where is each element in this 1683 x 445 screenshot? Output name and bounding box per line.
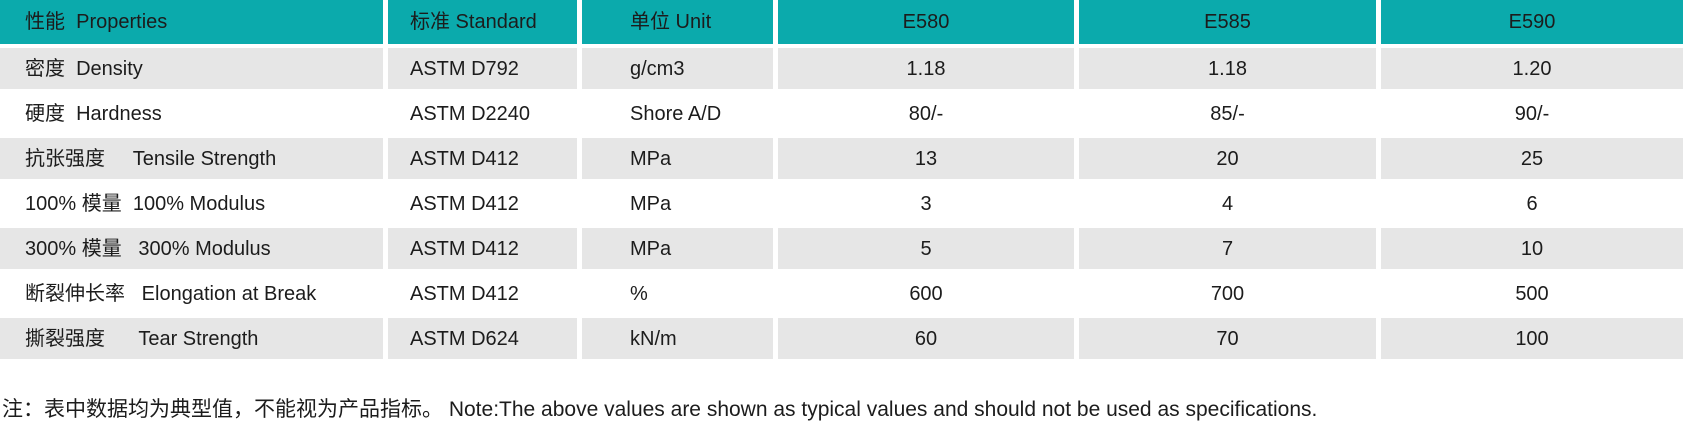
cell-e585: 1.18 xyxy=(1079,48,1376,89)
cell-standard: ASTM D624 xyxy=(388,318,577,359)
cell-property: 硬度 Hardness xyxy=(0,93,383,134)
cell-unit: MPa xyxy=(582,228,773,269)
cell-standard: ASTM D412 xyxy=(388,273,577,314)
column-header-e585: E585 xyxy=(1079,0,1376,44)
cell-e580: 1.18 xyxy=(778,48,1074,89)
cell-unit: MPa xyxy=(582,138,773,179)
cell-property: 断裂伸长率 Elongation at Break xyxy=(0,273,383,314)
cell-e580: 5 xyxy=(778,228,1074,269)
cell-property: 300% 模量 300% Modulus xyxy=(0,228,383,269)
column-header-standard: 标准 Standard xyxy=(388,0,577,44)
cell-e585: 700 xyxy=(1079,273,1376,314)
cell-standard: ASTM D412 xyxy=(388,183,577,224)
cell-property: 100% 模量 100% Modulus xyxy=(0,183,383,224)
cell-property: 撕裂强度 Tear Strength xyxy=(0,318,383,359)
column-header-e580: E580 xyxy=(778,0,1074,44)
column-header-e590: E590 xyxy=(1381,0,1683,44)
cell-unit: % xyxy=(582,273,773,314)
cell-e590: 10 xyxy=(1381,228,1683,269)
cell-e590: 6 xyxy=(1381,183,1683,224)
cell-e590: 1.20 xyxy=(1381,48,1683,89)
cell-standard: ASTM D412 xyxy=(388,138,577,179)
cell-unit: Shore A/D xyxy=(582,93,773,134)
cell-e585: 70 xyxy=(1079,318,1376,359)
cell-property: 密度 Density xyxy=(0,48,383,89)
cell-e585: 4 xyxy=(1079,183,1376,224)
cell-e580: 13 xyxy=(778,138,1074,179)
cell-e585: 85/- xyxy=(1079,93,1376,134)
cell-e580: 600 xyxy=(778,273,1074,314)
properties-table: 性能 Properties 标准 Standard 单位 Unit E580 E… xyxy=(0,0,1683,359)
cell-e580: 3 xyxy=(778,183,1074,224)
cell-property: 抗张强度 Tensile Strength xyxy=(0,138,383,179)
cell-e590: 90/- xyxy=(1381,93,1683,134)
column-header-properties: 性能 Properties xyxy=(0,0,383,44)
cell-e590: 500 xyxy=(1381,273,1683,314)
cell-standard: ASTM D412 xyxy=(388,228,577,269)
cell-e590: 100 xyxy=(1381,318,1683,359)
cell-unit: g/cm3 xyxy=(582,48,773,89)
cell-standard: ASTM D2240 xyxy=(388,93,577,134)
cell-e585: 7 xyxy=(1079,228,1376,269)
cell-unit: kN/m xyxy=(582,318,773,359)
cell-e580: 60 xyxy=(778,318,1074,359)
cell-unit: MPa xyxy=(582,183,773,224)
footnote: 注：表中数据均为典型值，不能视为产品指标。 Note:The above val… xyxy=(2,398,1318,421)
column-header-unit: 单位 Unit xyxy=(582,0,773,44)
cell-standard: ASTM D792 xyxy=(388,48,577,89)
cell-e580: 80/- xyxy=(778,93,1074,134)
cell-e585: 20 xyxy=(1079,138,1376,179)
cell-e590: 25 xyxy=(1381,138,1683,179)
